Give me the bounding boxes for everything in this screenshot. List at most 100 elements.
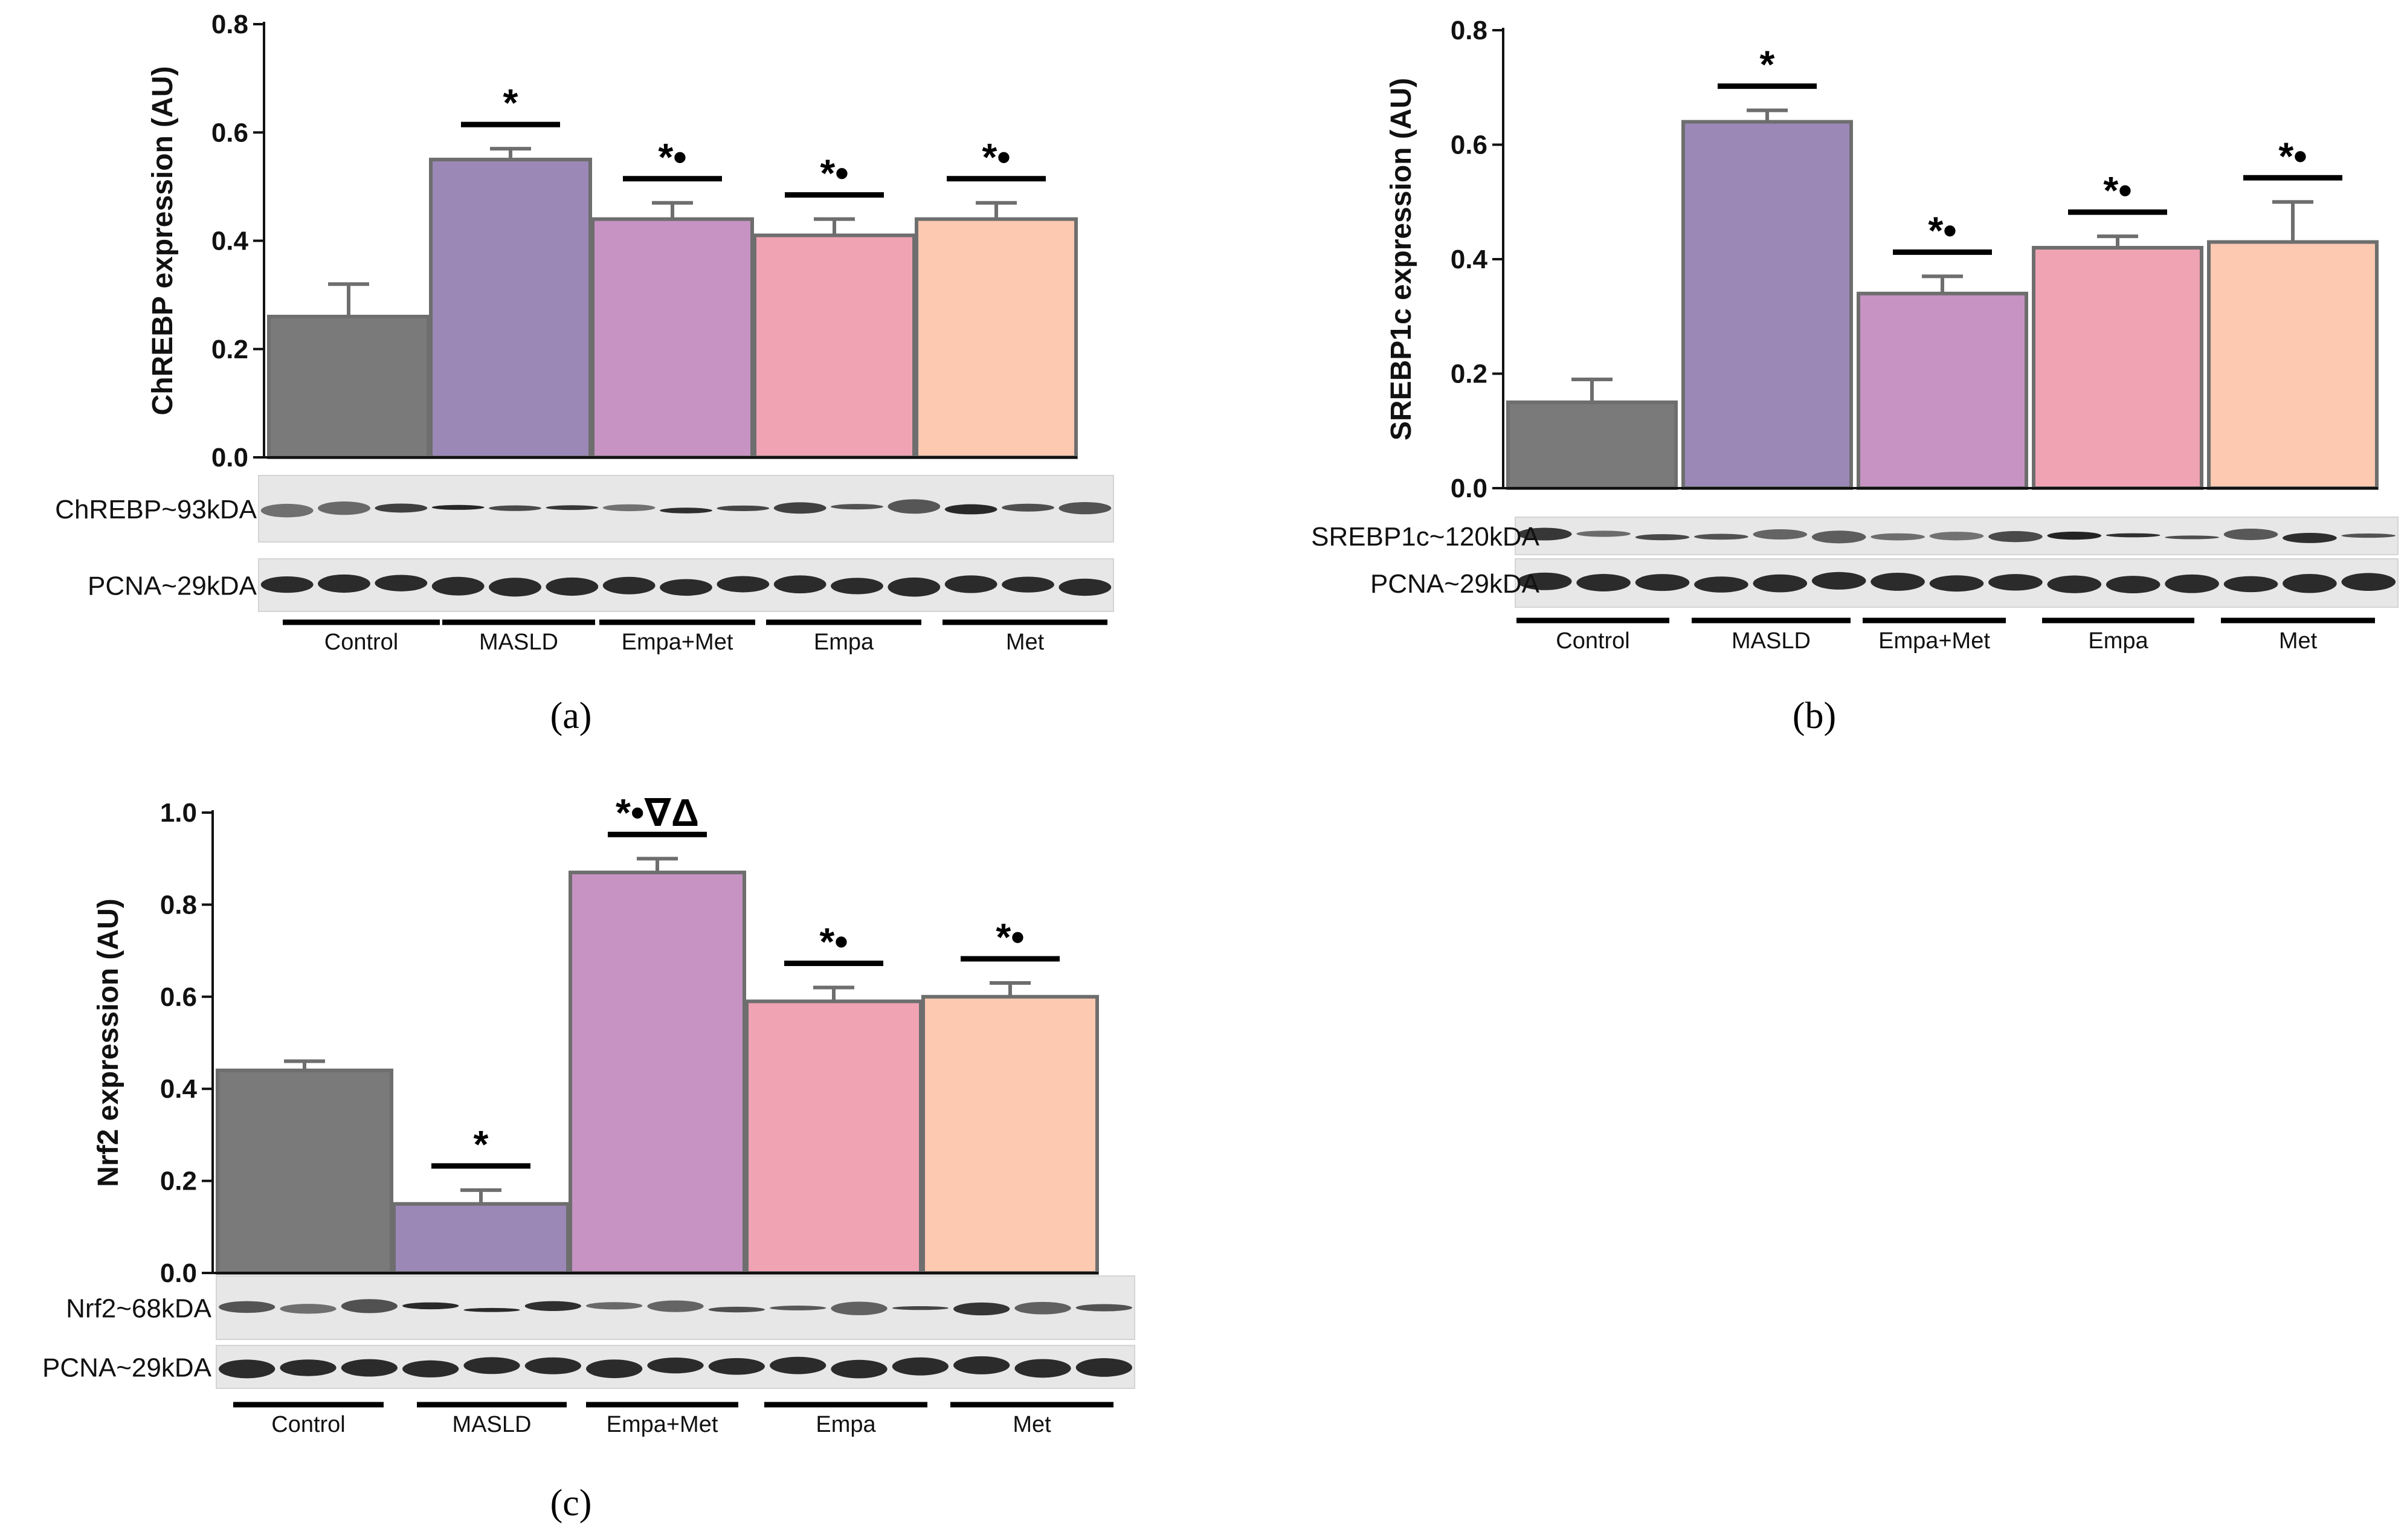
significance-marker: * <box>1760 43 1775 86</box>
blot-band <box>1058 502 1112 515</box>
blot-band <box>892 1306 949 1310</box>
blot-band <box>1058 578 1112 596</box>
blot-band <box>944 504 997 515</box>
blot-band <box>888 577 941 597</box>
group-label: Control <box>324 630 399 655</box>
group-label: Empa <box>2088 628 2148 654</box>
blot-band <box>647 1357 704 1374</box>
blot-band <box>489 578 541 597</box>
y-tick-label: 0.0 <box>160 1258 197 1288</box>
blot-band <box>831 578 883 594</box>
y-tick-label: 1.0 <box>160 798 197 828</box>
blot-band <box>953 1302 1010 1316</box>
blot-band <box>708 1306 765 1313</box>
significance-marker: * <box>503 81 518 124</box>
blot-band <box>888 499 941 514</box>
blot-band <box>341 1359 398 1377</box>
group-label: MASLD <box>1732 628 1811 654</box>
blot-band <box>647 1300 704 1312</box>
bar-control <box>267 314 430 459</box>
significance-marker: * <box>474 1123 489 1166</box>
significance-marker: *• <box>2103 169 2132 212</box>
group-label: Empa+Met <box>1878 628 1990 654</box>
y-axis-label: ChREBP expression (AU) <box>147 66 179 416</box>
blot-band <box>1929 532 1984 541</box>
panel-a-chrebp: 0.0 0.2 0.4 0.6 0.8 ChREBP expression (AU) * *•… <box>55 10 1114 736</box>
y-tick-label: 0.8 <box>1451 16 1487 45</box>
blot-band <box>431 576 485 596</box>
blot-band <box>375 503 428 513</box>
blot-band <box>770 1306 826 1310</box>
blot-band <box>717 576 770 593</box>
y-tick-label: 0.4 <box>1451 245 1488 274</box>
significance-marker: *• <box>820 152 848 195</box>
group-label: Met <box>1013 1412 1051 1437</box>
blot-band <box>1811 572 1866 590</box>
blot-band <box>489 505 541 511</box>
blot-band <box>2341 533 2396 538</box>
blot-band <box>1929 575 1984 592</box>
group-label: MASLD <box>479 630 558 655</box>
group-label: Empa+Met <box>607 1412 718 1437</box>
blot-label: Nrf2~68kDA <box>66 1294 212 1324</box>
blot-band <box>1635 574 1690 591</box>
blot-band <box>2047 531 2102 540</box>
blot-band <box>2165 535 2219 540</box>
y-tick-label: 0.8 <box>211 10 248 39</box>
group-label: Control <box>1556 628 1630 654</box>
blot-band <box>2106 576 2160 594</box>
blot-band <box>892 1357 949 1376</box>
blot-band <box>831 504 883 510</box>
y-tick-label: 0.2 <box>160 1167 197 1196</box>
bar-met <box>921 994 1099 1275</box>
blot-band <box>1014 1301 1071 1315</box>
blot-band <box>1870 533 1925 541</box>
blot-band <box>2106 533 2160 538</box>
blot-band <box>260 503 314 518</box>
significance-marker: *• <box>1928 208 1956 252</box>
y-tick-label: 0.0 <box>211 443 248 472</box>
blot-band <box>2223 576 2278 593</box>
bar-empa-met <box>1857 291 2028 490</box>
blot-band <box>375 575 428 591</box>
bar-met <box>2207 240 2379 490</box>
group-label: MASLD <box>453 1412 532 1437</box>
blot-band <box>2047 575 2102 593</box>
group-label: Empa <box>814 630 874 655</box>
panel-label: (a) <box>550 695 592 736</box>
blot-label: PCNA~29kDA <box>42 1353 212 1383</box>
panel-c-nrf2: 0.0 0.2 0.4 0.6 0.8 1.0 Nrf2 expression (AU) * *… <box>42 791 1135 1524</box>
blot-band <box>602 576 656 594</box>
blot-band <box>1075 1358 1132 1377</box>
blot-band <box>1576 530 1631 537</box>
blot-band <box>953 1356 1010 1374</box>
blot-band <box>773 575 826 594</box>
blot-band <box>586 1359 643 1379</box>
panel-label: (b) <box>1793 695 1836 736</box>
bar-masld <box>429 158 592 459</box>
significance-marker: *• <box>658 135 686 179</box>
group-label: Met <box>2279 628 2318 654</box>
significance-marker: *• <box>996 915 1024 959</box>
blot-band <box>2165 574 2219 593</box>
blot-band <box>1988 574 2043 591</box>
significance-marker: *• <box>2278 134 2307 178</box>
blot-band <box>2223 529 2278 541</box>
bar-control <box>1506 400 1678 490</box>
y-tick-label: 0.6 <box>211 118 248 147</box>
blot-band <box>944 575 997 593</box>
y-axis-label: SREBP1c expression (AU) <box>1385 78 1417 440</box>
blot-band <box>2283 533 2337 543</box>
blot-band <box>524 1301 581 1312</box>
blot-band <box>260 576 314 593</box>
bar-masld <box>1681 120 1853 491</box>
blot-band <box>1517 572 1572 590</box>
significance-marker: *•∇Δ <box>616 791 699 834</box>
bar-empa-met <box>591 217 754 459</box>
blot-band <box>1002 576 1054 593</box>
blot-label: ChREBP~93kDA <box>55 495 257 524</box>
blot-band <box>546 505 599 511</box>
blot-band <box>431 504 485 510</box>
blot-band <box>660 579 712 596</box>
bar-empa <box>745 999 923 1275</box>
